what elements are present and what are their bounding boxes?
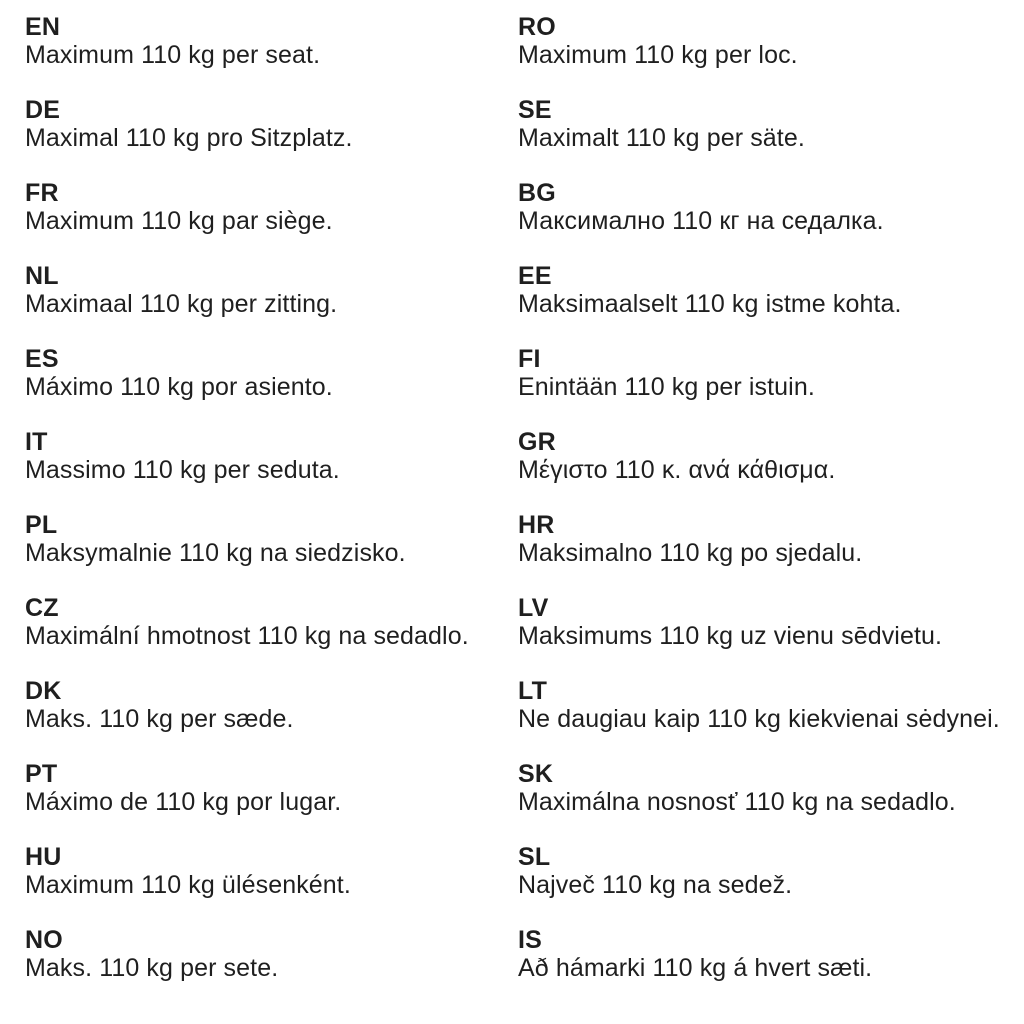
language-code: HU [25,843,62,871]
language-code: FR [25,179,59,207]
translation-text: Maksymalnie 110 kg na siedzisko. [25,539,406,567]
translation-text: Maximální hmotnost 110 kg na sedadlo. [25,622,469,650]
translation-text: Maximaal 110 kg per zitting. [25,290,338,318]
translation-text: Maksimaalselt 110 kg istme kohta. [518,290,902,318]
translation-text: Massimo 110 kg per seduta. [25,456,340,484]
translation-text: Maximalt 110 kg per säte. [518,124,805,152]
translation-text: Maximal 110 kg pro Sitzplatz. [25,124,353,152]
language-entry: LT Ne daugiau kaip 110 kg kiekvienai sėd… [518,677,1018,733]
language-entry: SK Maximálna nosnosť 110 kg na sedadlo. [518,760,1018,816]
language-code: RO [518,13,556,41]
language-code: EN [25,13,61,41]
language-code: PL [25,511,58,539]
language-entry: DK Maks. 110 kg per sæde. [25,677,518,733]
translation-text: Ne daugiau kaip 110 kg kiekvienai sėdyne… [518,705,1000,733]
column-left: EN Maximum 110 kg per seat. DE Maximal 1… [25,13,518,1009]
language-entry: IT Massimo 110 kg per seduta. [25,428,518,484]
language-entry: RO Maximum 110 kg per loc. [518,13,1018,69]
language-code: GR [518,428,556,456]
language-entry: GR Μέγιστο 110 κ. ανά κάθισμα. [518,428,1018,484]
translation-text: Enintään 110 kg per istuin. [518,373,815,401]
translation-text: Максимално 110 кг на седалка. [518,207,884,235]
translation-text: Maksimalno 110 kg po sjedalu. [518,539,863,567]
translation-text: Maximum 110 kg per loc. [518,41,798,69]
translation-text: Máximo de 110 kg por lugar. [25,788,342,816]
language-entry: PT Máximo de 110 kg por lugar. [25,760,518,816]
language-entry: EN Maximum 110 kg per seat. [25,13,518,69]
language-code: NL [25,262,59,290]
language-code: SE [518,96,552,124]
language-entry: BG Максимално 110 кг на седалка. [518,179,1018,235]
language-entry: FI Enintään 110 kg per istuin. [518,345,1018,401]
translation-text: Maximum 110 kg par siège. [25,207,333,235]
language-code: SK [518,760,554,788]
language-entry: LV Maksimums 110 kg uz vienu sēdvietu. [518,594,1018,650]
language-code: LT [518,677,548,705]
language-code: PT [25,760,58,788]
translation-text: Maximum 110 kg ülésenként. [25,871,351,899]
language-entry: FR Maximum 110 kg par siège. [25,179,518,235]
language-entry: SE Maximalt 110 kg per säte. [518,96,1018,152]
language-entry: SL Največ 110 kg na sedež. [518,843,1018,899]
language-entry: NL Maximaal 110 kg per zitting. [25,262,518,318]
language-code: LV [518,594,549,622]
translation-text: Μέγιστο 110 κ. ανά κάθισμα. [518,456,836,484]
translation-text: Maksimums 110 kg uz vienu sēdvietu. [518,622,943,650]
language-code: CZ [25,594,59,622]
language-entry: PL Maksymalnie 110 kg na siedzisko. [25,511,518,567]
language-code: FI [518,345,541,373]
translation-text: Maks. 110 kg per sete. [25,954,279,982]
column-right: RO Maximum 110 kg per loc. SE Maximalt 1… [518,13,1018,1009]
language-code: EE [518,262,552,290]
language-code: IS [518,926,543,954]
translation-text: Að hámarki 110 kg á hvert sæti. [518,954,873,982]
language-entry: HR Maksimalno 110 kg po sjedalu. [518,511,1018,567]
translation-text: Maks. 110 kg per sæde. [25,705,294,733]
language-entry: EE Maksimaalselt 110 kg istme kohta. [518,262,1018,318]
language-entry: HU Maximum 110 kg ülésenként. [25,843,518,899]
language-code: IT [25,428,48,456]
translation-text: Maximum 110 kg per seat. [25,41,321,69]
language-code: NO [25,926,63,954]
language-entry: DE Maximal 110 kg pro Sitzplatz. [25,96,518,152]
language-entry: IS Að hámarki 110 kg á hvert sæti. [518,926,1018,982]
translation-text: Največ 110 kg na sedež. [518,871,793,899]
language-entry: NO Maks. 110 kg per sete. [25,926,518,982]
language-code: DE [25,96,61,124]
translation-text: Máximo 110 kg por asiento. [25,373,333,401]
language-entry: CZ Maximální hmotnost 110 kg na sedadlo. [25,594,518,650]
language-entry: ES Máximo 110 kg por asiento. [25,345,518,401]
language-code: BG [518,179,556,207]
translation-text: Maximálna nosnosť 110 kg na sedadlo. [518,788,956,816]
language-code: HR [518,511,555,539]
language-code: DK [25,677,62,705]
language-code: SL [518,843,551,871]
language-code: ES [25,345,59,373]
